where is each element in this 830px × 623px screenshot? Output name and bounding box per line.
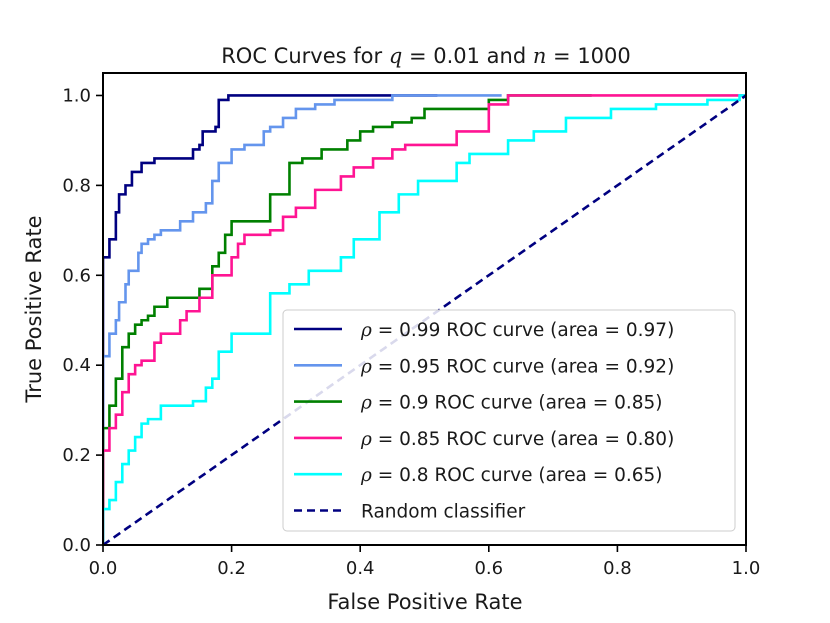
legend-entry-rho-0.8: ρ = 0.8 ROC curve (area = 0.65): [294, 465, 663, 486]
x-tick-label: 0.2: [217, 558, 246, 579]
legend-label: ρ = 0.8 ROC curve (area = 0.65): [360, 465, 663, 486]
legend-entry-random: Random classifier: [294, 502, 526, 523]
legend-entry-rho-0.99: ρ = 0.99 ROC curve (area = 0.97): [294, 320, 674, 341]
chart-title: ROC Curves for q = 0.01 and n = 1000: [221, 44, 631, 68]
y-tick-label: 0.6: [62, 265, 91, 286]
x-tick-label: 1.0: [732, 558, 761, 579]
y-tick-label: 0.4: [62, 355, 91, 376]
y-axis-label: True Positive Rate: [22, 215, 46, 403]
x-axis-label: False Positive Rate: [327, 590, 522, 614]
y-tick-label: 0.8: [62, 175, 91, 196]
legend-label: ρ = 0.85 ROC curve (area = 0.80): [360, 429, 674, 450]
legend: ρ = 0.99 ROC curve (area = 0.97) ρ = 0.95…: [282, 309, 736, 532]
y-tick-label: 0.2: [62, 445, 91, 466]
legend-entry-rho-0.95: ρ = 0.95 ROC curve (area = 0.92): [294, 356, 674, 377]
series-line-rho-0.8: [103, 94, 746, 545]
series-line-rho-0.9: [103, 94, 592, 545]
legend-box: [282, 309, 736, 532]
legend-label: ρ = 0.9 ROC curve (area = 0.85): [360, 393, 663, 414]
x-tick-label: 0.4: [346, 558, 375, 579]
plot-frame: [102, 72, 747, 546]
x-tick-label: 0.0: [89, 558, 118, 579]
series-line-rho-0.95: [103, 94, 502, 545]
ticks-layer: 0.0 0.2 0.4 0.6 0.8 1.0 0.0 0.2 0.4 0.6 0.8 1.0: [62, 85, 760, 579]
legend-label: ρ = 0.99 ROC curve (area = 0.97): [360, 320, 674, 341]
legend-label: Random classifier: [361, 502, 526, 523]
y-tick-label: 0.0: [62, 535, 91, 556]
y-tick-label: 1.0: [62, 85, 91, 106]
legend-label: ρ = 0.95 ROC curve (area = 0.92): [360, 356, 674, 377]
legend-entry-rho-0.9: ρ = 0.9 ROC curve (area = 0.85): [294, 393, 663, 414]
series-line-rho-0.85: [103, 94, 746, 545]
legend-entry-rho-0.85: ρ = 0.85 ROC curve (area = 0.80): [294, 429, 674, 450]
x-tick-label: 0.6: [474, 558, 503, 579]
x-tick-label: 0.8: [603, 558, 632, 579]
series-line-rho-0.99: [103, 94, 438, 545]
